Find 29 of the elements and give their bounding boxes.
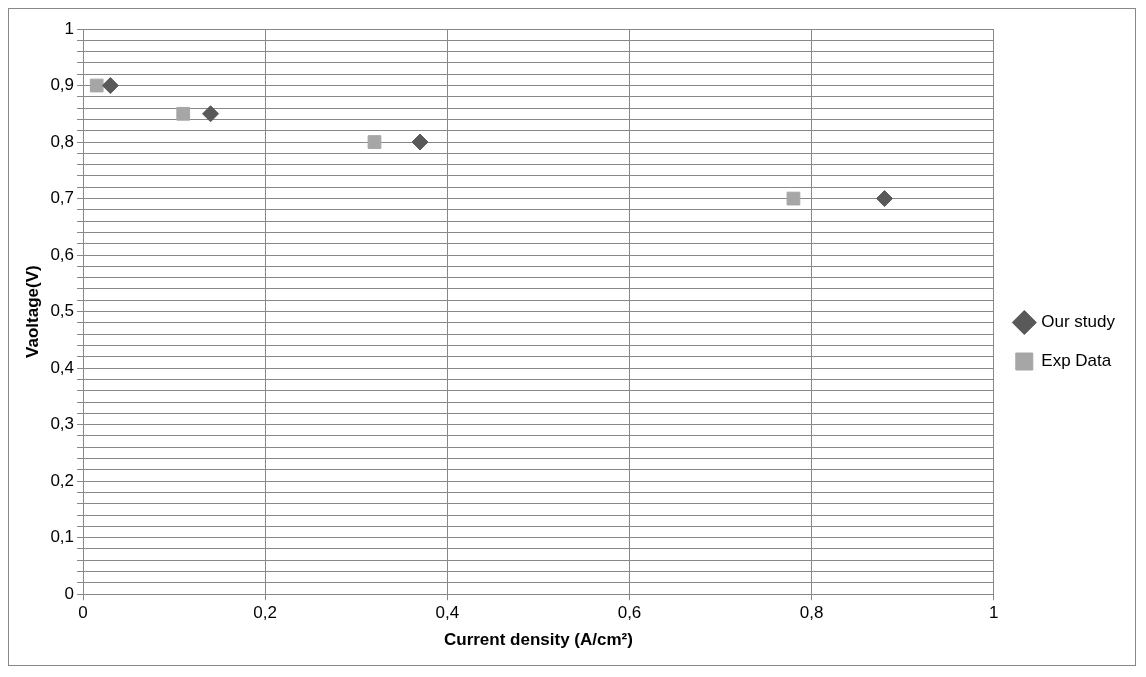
y-tick-label: 0,3 — [50, 414, 75, 434]
y-tick-label: 0,5 — [50, 301, 75, 321]
y-tick-label: 0,2 — [50, 470, 75, 490]
y-tick-label: 0,4 — [50, 357, 75, 377]
x-tick-label: 0,2 — [253, 603, 278, 623]
point — [176, 106, 191, 121]
y-tick-label: 0,9 — [50, 75, 75, 95]
y-tick-label: 0 — [64, 583, 75, 603]
legend-label: Exp Data — [1041, 351, 1112, 371]
y-axis-title: Vaoltage(V) — [22, 265, 42, 358]
x-tick-label: 0,6 — [617, 603, 642, 623]
point — [101, 77, 119, 95]
y-tick-label: 1 — [64, 18, 75, 38]
x-tick-label: 0,4 — [435, 603, 460, 623]
x-tick-label: 0,8 — [799, 603, 824, 623]
y-tick-label: 0,8 — [50, 131, 75, 151]
x-tick-label: 1 — [989, 603, 999, 623]
y-tick-label: 0,6 — [50, 244, 75, 264]
point — [89, 78, 104, 93]
point — [786, 191, 801, 206]
point — [367, 135, 382, 149]
x-axis-title: Current density (A/cm²) — [443, 630, 633, 650]
x-tick-label: 0 — [78, 603, 88, 623]
y-tick-label: 0,7 — [50, 188, 75, 208]
point — [202, 105, 220, 123]
legend-label: Our study — [1041, 312, 1116, 332]
y-tick-label: 0,1 — [50, 527, 75, 547]
point — [876, 190, 894, 208]
point — [411, 133, 429, 151]
